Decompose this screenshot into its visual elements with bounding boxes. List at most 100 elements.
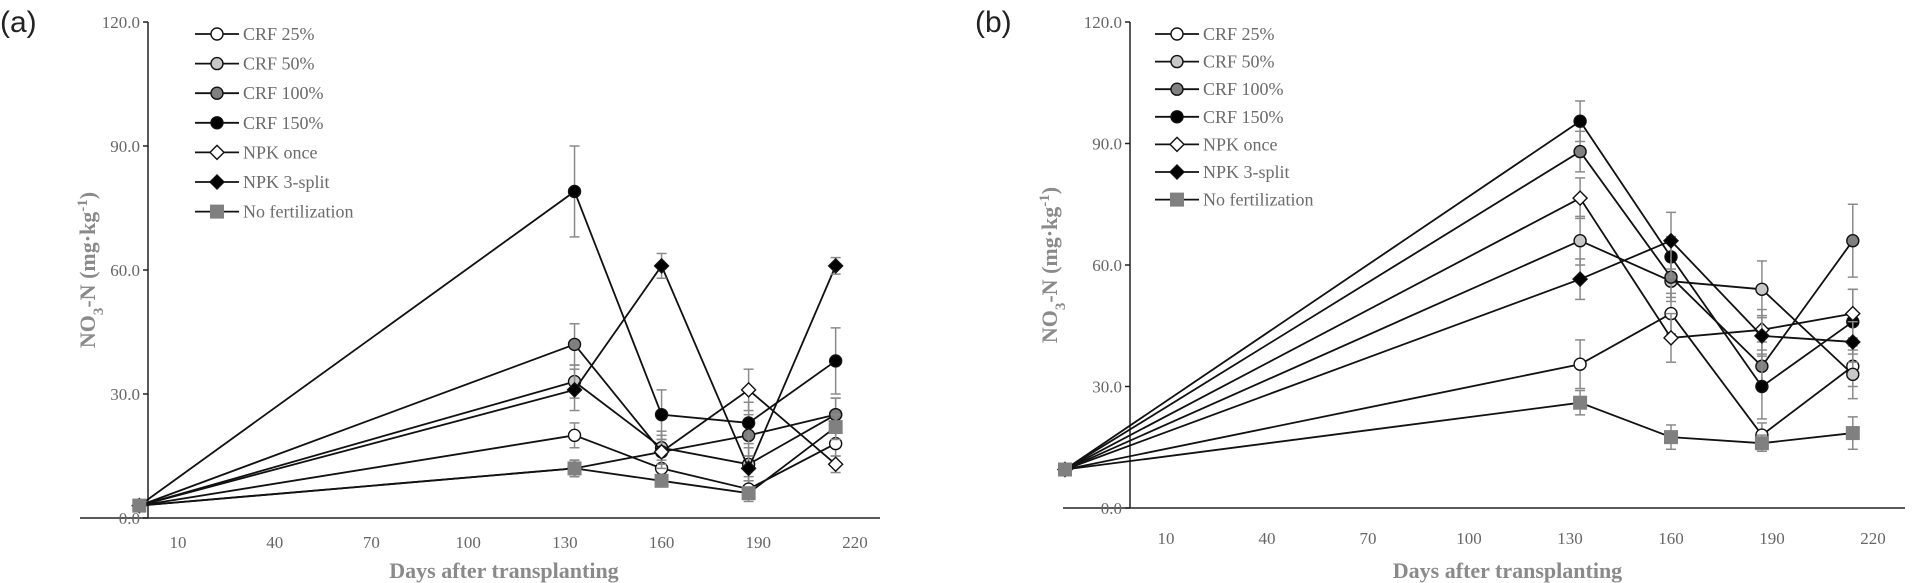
legend-label: CRF 50% <box>243 54 315 74</box>
legend-item-crf-100: CRF 100% <box>195 83 324 103</box>
legend-marker <box>210 116 224 130</box>
data-point <box>1573 233 1587 248</box>
legend-item-crf-150: CRF 150% <box>195 113 324 133</box>
data-point <box>1573 114 1587 128</box>
y-tick-label: 90.0 <box>110 137 140 156</box>
series-crf-100 <box>1058 130 1860 477</box>
legend-label: NPK 3-split <box>1203 162 1290 182</box>
legend-label: No fertilization <box>1203 190 1313 210</box>
legend-marker <box>1169 164 1185 180</box>
x-tick-label: 100 <box>455 533 481 552</box>
x-tick-label: 40 <box>266 533 283 552</box>
y-tick-label: 30.0 <box>110 385 140 404</box>
data-point <box>654 473 669 488</box>
x-tick-label: 10 <box>1158 529 1175 548</box>
data-point <box>1753 327 1770 344</box>
series-line-crf-25 <box>139 434 837 507</box>
legend-item-crf-100: CRF 100% <box>1155 79 1284 99</box>
data-point <box>827 257 844 274</box>
data-point <box>827 456 844 473</box>
y-tick-label: 30.0 <box>1092 378 1122 397</box>
legend-item-crf-25: CRF 25% <box>1155 24 1275 44</box>
legend-marker <box>1170 54 1184 69</box>
series-line-npk-3-split <box>139 264 837 507</box>
legend-item-crf-150: CRF 150% <box>1155 107 1284 127</box>
y-tick-label: 120.0 <box>1084 13 1122 32</box>
data-point <box>1663 329 1679 346</box>
data-point <box>740 381 757 398</box>
series-npk-3-split <box>131 252 844 514</box>
data-point <box>1664 430 1678 445</box>
series-line-crf-50 <box>139 380 837 507</box>
x-tick-label: 70 <box>363 533 380 552</box>
y-tick-label: 60.0 <box>110 261 140 280</box>
y-tick-label: 90.0 <box>1092 135 1122 154</box>
data-point <box>828 354 843 368</box>
chart-panel-a: (a) 0.0 30.0 60.0 90.0 120.0 10 40 70 100 130 160 19… <box>0 6 880 583</box>
legend: CRF 25% CRF 50% CRF 100% CRF 150% NPK once NP… <box>195 24 353 222</box>
series-line-crf-100 <box>139 343 836 507</box>
data-point <box>1846 367 1860 382</box>
chart-panel-b: (b) 0.0 30.0 60.0 90.0 120.0 10 40 70 100 130 160 19… <box>975 6 1905 583</box>
series-crf-150 <box>132 145 843 513</box>
data-point <box>1573 395 1588 410</box>
x-tick-label: 40 <box>1259 529 1276 548</box>
legend-item-npk-3-split: NPK 3-split <box>195 172 330 192</box>
legend-marker <box>1170 192 1184 207</box>
legend-label: No fertilization <box>243 202 353 222</box>
legend-item-npk-once: NPK once <box>195 142 318 162</box>
legend-marker <box>1170 82 1184 96</box>
data-point <box>1572 190 1589 207</box>
legend-marker <box>209 174 225 190</box>
data-point <box>828 420 843 435</box>
x-tick-label: 130 <box>552 533 578 552</box>
y-tick-label: 60.0 <box>1092 256 1122 275</box>
legend: CRF 25% CRF 50% CRF 100% CRF 150% NPK once NP… <box>1155 24 1313 210</box>
x-tick-label: 220 <box>1860 529 1886 548</box>
legend-item-no-fertilization: No fertilization <box>195 202 353 222</box>
x-axis-title: Days after transplanting <box>1393 558 1622 583</box>
series-line-npk-3-split <box>1064 239 1853 471</box>
series-no-fertilization <box>1058 389 1860 477</box>
x-tick-label: 190 <box>746 533 772 552</box>
data-point <box>1845 426 1860 441</box>
data-point <box>567 184 582 199</box>
data-point <box>1755 379 1769 394</box>
panel-label: (b) <box>975 6 1012 39</box>
data-point <box>1844 305 1861 322</box>
y-tick-label: 120.0 <box>102 13 140 32</box>
y-axis-title: NO3-N (mg·kg-1) <box>75 192 107 348</box>
legend-marker <box>1170 110 1184 124</box>
data-point <box>741 416 756 430</box>
x-tick-label: 160 <box>649 533 675 552</box>
x-tick-label: 70 <box>1360 529 1377 548</box>
legend-item-crf-50: CRF 50% <box>1155 52 1275 72</box>
legend-label: CRF 150% <box>1203 107 1284 127</box>
data-point <box>1572 271 1589 288</box>
legend-marker <box>210 204 224 219</box>
panel-label: (a) <box>0 6 37 39</box>
legend-marker <box>210 27 224 41</box>
legend-item-crf-50: CRF 50% <box>195 54 315 74</box>
data-point <box>567 337 582 352</box>
x-tick-label: 160 <box>1658 529 1684 548</box>
legend-label: CRF 50% <box>1203 52 1275 72</box>
legend-item-no-fertilization: No fertilization <box>1155 190 1313 210</box>
y-tick-label: 0.0 <box>1101 499 1122 518</box>
data-point <box>1754 436 1769 451</box>
series-line-no-fertilization <box>1064 401 1853 471</box>
legend-label: CRF 100% <box>243 83 324 103</box>
y-axis-title: NO3-N (mg·kg-1) <box>1037 187 1069 343</box>
series-crf-100 <box>132 322 843 513</box>
data-point <box>1846 233 1860 248</box>
series-no-fertilization <box>132 413 843 513</box>
data-point <box>653 443 670 460</box>
legend-label: CRF 100% <box>1203 79 1284 99</box>
x-tick-label: 100 <box>1456 529 1482 548</box>
data-point <box>1573 144 1587 159</box>
x-tick-label: 220 <box>842 533 868 552</box>
data-point <box>1058 462 1072 477</box>
series-line-npk-once <box>1064 196 1853 471</box>
legend-item-npk-once: NPK once <box>1155 134 1278 154</box>
data-point <box>740 460 757 477</box>
